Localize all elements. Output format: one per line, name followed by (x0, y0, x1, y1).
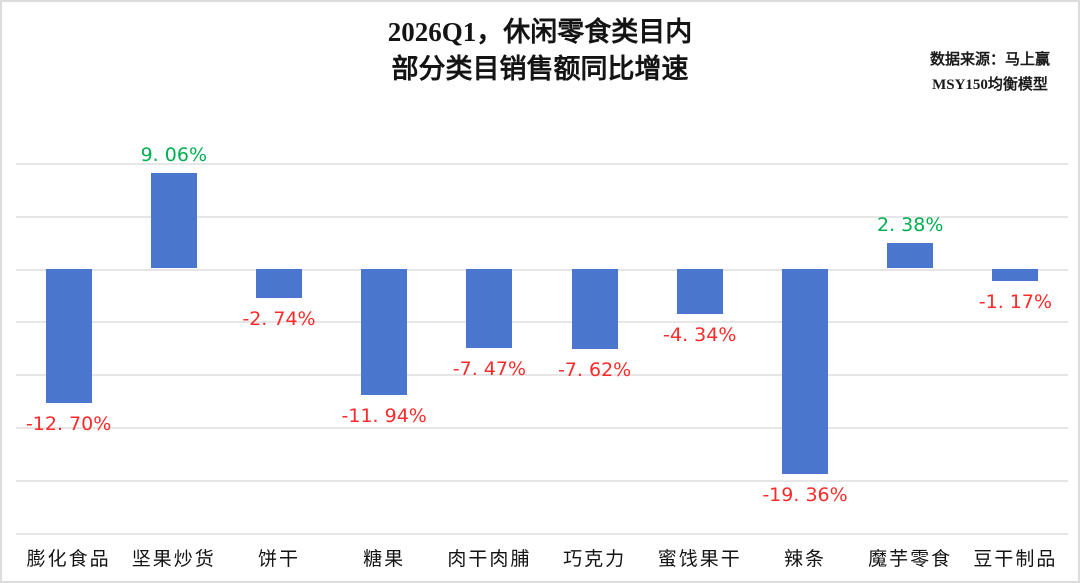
gridline-0pct (16, 268, 1068, 271)
x-tick-label-3: 饼干 (257, 549, 300, 570)
value-label-6: -7. 62% (557, 359, 632, 382)
value-label-9: 2. 38% (876, 214, 944, 237)
gridline-5pct (16, 215, 1068, 218)
bar-4 (361, 268, 408, 395)
value-label-8: -19. 36% (762, 483, 848, 506)
value-label-4: -11. 94% (341, 404, 427, 427)
gridline--15pct (16, 427, 1068, 430)
chart-title-line2: 部分类目销售额同比增速 (391, 54, 689, 84)
value-label-7: -4. 34% (663, 324, 737, 347)
gridline-10pct (16, 162, 1068, 165)
bar-1 (45, 268, 92, 403)
value-label-1: -12. 70% (25, 412, 112, 435)
bar-2 (150, 172, 197, 269)
value-label-5: -7. 47% (452, 357, 527, 380)
gridline--20pct (16, 480, 1068, 483)
bar-6 (571, 268, 618, 350)
bar-9 (887, 243, 934, 269)
bar-8 (782, 268, 828, 474)
gridline--5pct (16, 321, 1068, 324)
data-source-line1: 数据来源：马上赢 (929, 52, 1050, 68)
bar-5 (466, 268, 513, 348)
x-tick-label-8: 辣条 (783, 549, 826, 570)
data-source-note: 数据来源：马上赢 MSY150均衡模型 (930, 48, 1050, 98)
x-tick-label-6: 巧克力 (563, 549, 627, 570)
gridline--10pct (16, 374, 1068, 377)
value-label-2: 9. 06% (140, 143, 207, 166)
x-tick-label-10: 豆干制品 (973, 549, 1058, 570)
chart-title-line1: 2026Q1，休闲零食类目内 (387, 17, 693, 47)
chart-title: 2026Q1，休闲零食类目内 部分类目销售额同比增速 (2, 14, 1078, 88)
x-tick-label-4: 糖果 (363, 549, 406, 570)
value-label-3: -2. 74% (242, 307, 316, 330)
data-source-line2: MSY150均衡模型 (932, 77, 1048, 93)
value-label-10: -1. 17% (978, 290, 1053, 313)
bar-10 (992, 268, 1039, 281)
x-tick-label-7: 蜜饯果干 (657, 549, 742, 570)
x-tick-label-9: 魔芋零食 (868, 549, 953, 570)
bar-7 (676, 268, 723, 315)
x-tick-label-5: 肉干肉脯 (447, 549, 532, 570)
bar-3 (256, 268, 302, 298)
gridline--25pct (16, 533, 1068, 536)
x-tick-label-1: 膨化食品 (26, 549, 111, 570)
x-tick-label-2: 坚果炒货 (131, 549, 216, 570)
